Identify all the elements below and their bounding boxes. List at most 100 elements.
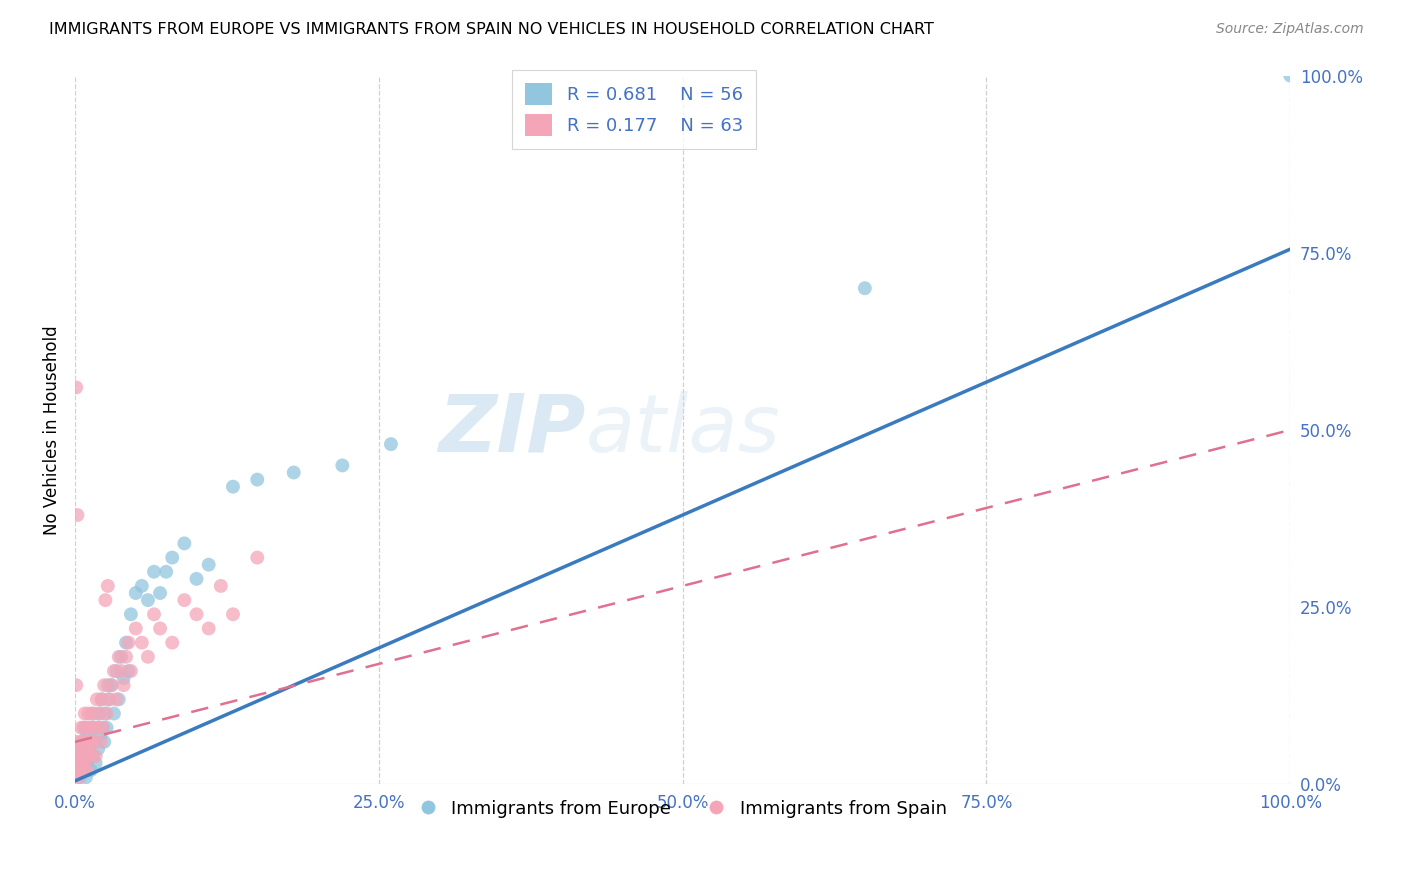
Point <box>143 607 166 622</box>
Point <box>86 721 108 735</box>
Point <box>70 764 93 778</box>
Point <box>80 721 103 735</box>
Point <box>105 692 128 706</box>
Point <box>246 473 269 487</box>
Point <box>89 706 111 721</box>
Point <box>67 770 90 784</box>
Point <box>98 692 121 706</box>
Point <box>69 742 91 756</box>
Point <box>136 593 159 607</box>
Point <box>90 692 112 706</box>
Text: Source: ZipAtlas.com: Source: ZipAtlas.com <box>1216 22 1364 37</box>
Point <box>87 721 110 735</box>
Point <box>107 692 129 706</box>
Point <box>70 749 93 764</box>
Point <box>186 572 208 586</box>
Point <box>76 721 98 735</box>
Point <box>80 749 103 764</box>
Point <box>112 671 135 685</box>
Point <box>87 742 110 756</box>
Point <box>82 706 104 721</box>
Point <box>380 437 402 451</box>
Point <box>330 458 353 473</box>
Point <box>93 678 115 692</box>
Point <box>222 607 245 622</box>
Point <box>79 735 101 749</box>
Point <box>155 565 177 579</box>
Point <box>222 480 245 494</box>
Point <box>186 607 208 622</box>
Point <box>853 281 876 295</box>
Point <box>103 664 125 678</box>
Point <box>94 593 117 607</box>
Point <box>89 706 111 721</box>
Text: atlas: atlas <box>585 391 780 469</box>
Point <box>173 593 195 607</box>
Point <box>73 764 96 778</box>
Point <box>197 558 219 572</box>
Point <box>115 635 138 649</box>
Point <box>120 607 142 622</box>
Point <box>1279 69 1302 83</box>
Point <box>197 622 219 636</box>
Point <box>89 728 111 742</box>
Point <box>72 749 94 764</box>
Point <box>69 764 91 778</box>
Point <box>91 721 114 735</box>
Point <box>69 770 91 784</box>
Point <box>110 664 132 678</box>
Point <box>115 649 138 664</box>
Point <box>66 735 89 749</box>
Point <box>72 756 94 771</box>
Point <box>82 735 104 749</box>
Point <box>83 735 105 749</box>
Point <box>97 678 120 692</box>
Y-axis label: No Vehicles in Household: No Vehicles in Household <box>44 326 60 535</box>
Point <box>72 764 94 778</box>
Point <box>65 380 87 394</box>
Point <box>76 728 98 742</box>
Point <box>100 678 122 692</box>
Text: ZIP: ZIP <box>439 391 585 469</box>
Point <box>283 466 305 480</box>
Legend: Immigrants from Europe, Immigrants from Spain: Immigrants from Europe, Immigrants from … <box>412 793 953 825</box>
Point <box>67 756 90 771</box>
Point <box>86 692 108 706</box>
Point <box>66 756 89 771</box>
Point <box>173 536 195 550</box>
Point <box>65 764 87 778</box>
Point <box>160 550 183 565</box>
Point <box>80 706 103 721</box>
Point <box>84 756 107 771</box>
Point <box>160 635 183 649</box>
Point <box>94 706 117 721</box>
Point <box>75 735 97 749</box>
Point <box>70 735 93 749</box>
Point <box>79 721 101 735</box>
Point <box>107 649 129 664</box>
Point <box>96 706 118 721</box>
Point <box>65 678 87 692</box>
Point <box>77 742 100 756</box>
Point <box>110 649 132 664</box>
Point <box>66 749 89 764</box>
Point <box>72 721 94 735</box>
Point <box>80 764 103 778</box>
Point <box>89 735 111 749</box>
Point <box>131 579 153 593</box>
Point <box>77 706 100 721</box>
Point <box>91 721 114 735</box>
Point <box>136 649 159 664</box>
Point <box>75 749 97 764</box>
Point <box>98 692 121 706</box>
Point <box>149 622 172 636</box>
Point <box>125 586 148 600</box>
Point <box>73 706 96 721</box>
Point <box>83 721 105 735</box>
Point <box>73 721 96 735</box>
Point <box>77 742 100 756</box>
Point <box>209 579 232 593</box>
Point <box>82 749 104 764</box>
Point <box>100 678 122 692</box>
Point <box>76 764 98 778</box>
